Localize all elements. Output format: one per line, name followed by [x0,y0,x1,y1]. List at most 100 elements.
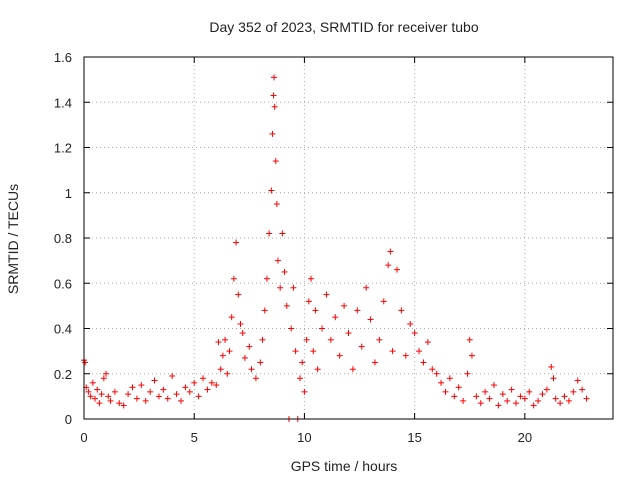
data-point [297,375,304,382]
data-point [341,302,348,309]
data-point [387,248,394,255]
data-point [191,379,198,386]
y-tick-label: 1.2 [54,141,72,156]
data-point [107,397,114,404]
data-point [460,397,467,404]
data-point [380,298,387,305]
axis-ticks: 0 0.2 0.4 0.6 0.8 1 1.2 1.4 1.6 0 5 10 15 20 [54,50,613,445]
data-point [292,348,299,355]
data-point [301,388,308,395]
data-point [402,352,409,359]
data-point [464,370,471,377]
data-point [237,320,244,327]
data-point [398,307,405,314]
data-point [371,359,378,366]
data-point [116,400,123,407]
data-point [257,359,264,366]
data-point [570,388,577,395]
data-point [416,348,423,355]
data-point [239,330,246,337]
data-point [195,393,202,400]
data-point [336,352,343,359]
data-point [125,391,132,398]
data-point [173,391,180,398]
data-point [455,384,462,391]
data-point [550,375,557,382]
data-point [323,291,330,298]
data-point [543,386,550,393]
y-tick-label: 0.8 [54,231,72,246]
data-point [219,352,226,359]
plot-frame [83,56,614,420]
data-point [266,230,273,237]
data-point [268,187,275,194]
data-point [451,393,458,400]
data-point [473,393,480,400]
data-point [389,348,396,355]
data-point [271,103,278,110]
data-point [252,375,259,382]
x-tick-label: 0 [80,430,87,445]
data-point [96,400,103,407]
data-point [535,397,542,404]
data-point [490,382,497,389]
data-point [438,379,445,386]
data-point [393,266,400,273]
data-point [583,395,590,402]
data-point [177,397,184,404]
data-point [248,366,255,373]
data-point [521,395,528,402]
data-point [579,386,586,393]
data-point [548,363,555,370]
data-point [332,314,339,321]
data-point [147,388,154,395]
data-point [367,316,374,323]
data-points [81,74,590,422]
data-point [305,298,312,305]
data-point [327,336,334,343]
data-point [241,354,248,361]
data-point [274,257,281,264]
y-axis-label: SRMTID / TECUs [5,184,21,294]
data-point [222,336,229,343]
data-point [142,397,149,404]
data-point [105,393,112,400]
data-point [217,366,224,373]
data-point [98,391,105,398]
data-point [224,370,231,377]
data-point [420,359,427,366]
data-point [85,388,92,395]
data-point [279,230,286,237]
data-point [319,325,326,332]
data-point [376,336,383,343]
data-point [89,379,96,386]
y-tick-label: 1.4 [54,95,72,110]
x-tick-label: 15 [407,430,421,445]
data-point [446,375,453,382]
data-point [151,377,158,384]
data-point [308,275,315,282]
data-point [138,382,145,389]
data-point [259,336,266,343]
data-point [385,262,392,269]
data-point [442,388,449,395]
data-point [103,370,110,377]
data-point [169,373,176,380]
data-point [92,395,99,402]
data-point [424,339,431,346]
data-point [565,397,572,404]
data-point [508,386,515,393]
data-point [215,339,222,346]
y-tick-label: 1.6 [54,50,72,65]
data-point [557,400,564,407]
data-point [213,382,220,389]
y-tick-label: 0.2 [54,367,72,382]
data-point [303,336,310,343]
data-point [407,320,414,327]
data-point [94,386,101,393]
data-point [263,275,270,282]
data-point [299,359,306,366]
data-point [517,393,524,400]
data-point [433,370,440,377]
data-point [310,348,317,355]
